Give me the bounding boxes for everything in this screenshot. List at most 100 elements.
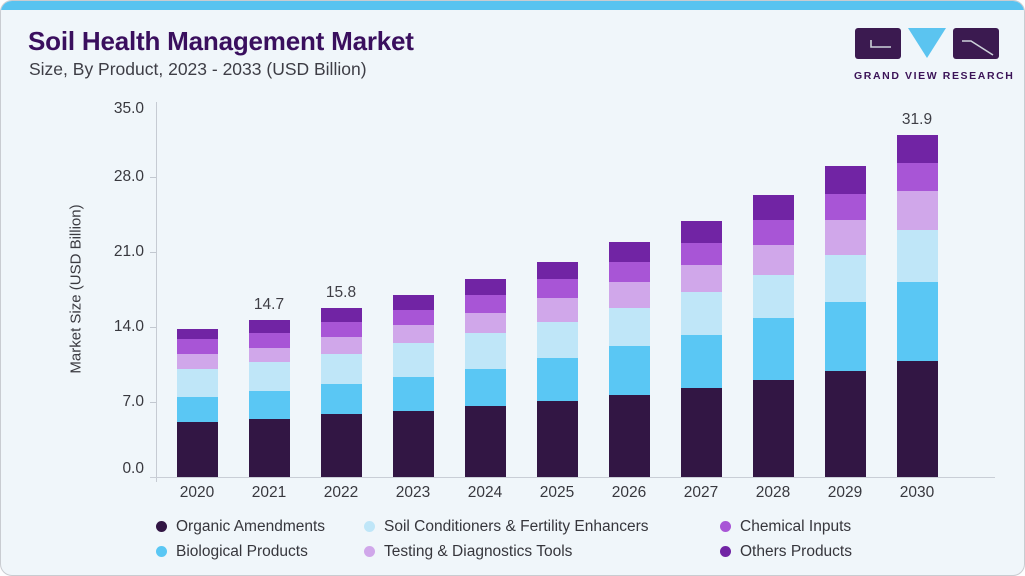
bar-segment-organic xyxy=(248,419,290,477)
logo-g-glyph xyxy=(870,40,891,48)
y-tick-label: 21.0 xyxy=(113,243,144,260)
bar-segment-organic xyxy=(824,370,866,477)
bar-segment-chemical xyxy=(752,219,794,245)
x-tick-label: 2022 xyxy=(323,484,359,501)
bar-segment-testing xyxy=(752,244,794,275)
bar-segment-chemical xyxy=(464,294,506,314)
x-tick-label: 2021 xyxy=(251,484,287,501)
bar-segment-others xyxy=(464,278,506,295)
bar-segment-testing xyxy=(608,282,650,308)
bar-segment-organic xyxy=(896,361,938,477)
page-title: Soil Health Management Market xyxy=(28,26,414,56)
gvr-logo-mark xyxy=(855,28,999,59)
y-tick-label: 7.0 xyxy=(122,393,144,410)
logo-v-triangle xyxy=(908,28,946,58)
bar-segment-biological xyxy=(824,302,866,371)
bar-total-label: 31.9 xyxy=(901,111,933,129)
y-tick-label: 28.0 xyxy=(113,168,144,185)
bar-2028 xyxy=(752,195,794,477)
bar-segment-testing xyxy=(680,264,722,292)
bar-2022 xyxy=(320,307,362,477)
bar-segment-testing xyxy=(248,348,290,363)
bar-segment-others xyxy=(176,329,218,339)
bar-segment-testing xyxy=(464,313,506,334)
logo-r-glyph xyxy=(962,40,994,56)
bar-segment-biological xyxy=(752,318,794,380)
y-axis-line xyxy=(156,102,157,482)
bar-2020 xyxy=(176,329,218,477)
bar-segment-others xyxy=(824,166,866,195)
bar-segment-testing xyxy=(320,336,362,354)
logo-g-block xyxy=(855,28,901,59)
bar-segment-testing xyxy=(824,219,866,256)
legend-item-biological: Biological Products xyxy=(156,543,364,561)
bar-segment-biological xyxy=(464,368,506,407)
bar-segment-biological xyxy=(536,358,578,401)
bar-2027 xyxy=(680,220,722,477)
bar-segment-organic xyxy=(320,413,362,477)
bar-segment-others xyxy=(680,220,722,244)
bar-segment-soil xyxy=(248,362,290,392)
legend-dot xyxy=(156,521,167,532)
bar-segment-organic xyxy=(680,388,722,477)
legend-label: Soil Conditioners & Fertility Enhancers xyxy=(384,517,649,535)
bar-segment-soil xyxy=(176,368,218,397)
bar-segment-organic xyxy=(464,406,506,477)
y-tick-label: 35.0 xyxy=(113,100,144,117)
bar-segment-testing xyxy=(896,190,938,230)
x-tick-label: 2028 xyxy=(755,484,791,501)
bar-segment-chemical xyxy=(824,194,866,220)
bar-segment-biological xyxy=(176,396,218,423)
legend-item-others: Others Products xyxy=(720,543,852,561)
y-tick-mark xyxy=(150,251,156,253)
y-tick-mark xyxy=(150,401,156,403)
bar-segment-organic xyxy=(752,379,794,477)
bar-segment-organic xyxy=(392,410,434,477)
bar-segment-others xyxy=(608,242,650,262)
bar-segment-chemical xyxy=(320,321,362,337)
bar-segment-soil xyxy=(752,274,794,319)
y-axis-title: Market Size (USD Billion) xyxy=(67,204,85,374)
bar-2030 xyxy=(896,135,938,477)
bar-segment-chemical xyxy=(176,338,218,354)
legend-row: Biological Products Testing & Diagnostics… xyxy=(156,539,1002,564)
legend-label: Testing & Diagnostics Tools xyxy=(384,542,573,560)
bar-segment-soil xyxy=(824,255,866,303)
top-accent-bar xyxy=(1,1,1024,10)
bar-segment-others xyxy=(320,307,362,322)
x-tick-label: 2030 xyxy=(899,484,935,501)
bar-segment-chemical xyxy=(392,309,434,325)
legend-label: Chemical Inputs xyxy=(740,517,852,535)
legend-item-organic: Organic Amendments xyxy=(156,518,364,536)
y-tick-label: 0.0 xyxy=(122,460,144,477)
bar-segment-organic xyxy=(176,422,218,477)
y-tick-label: 14.0 xyxy=(113,318,144,335)
bar-segment-biological xyxy=(896,282,938,362)
bar-segment-biological xyxy=(248,391,290,420)
bar-segment-biological xyxy=(680,334,722,389)
bar-segment-soil xyxy=(608,307,650,347)
bar-2024 xyxy=(464,278,506,477)
page-subtitle: Size, By Product, 2023 - 2033 (USD Billi… xyxy=(29,59,367,79)
bar-segment-soil xyxy=(896,229,938,283)
y-tick-mark xyxy=(150,176,156,178)
bar-segment-chemical xyxy=(896,163,938,191)
legend-dot xyxy=(364,521,375,532)
chart-legend: Organic Amendments Soil Conditioners & Fe… xyxy=(156,514,1002,564)
bar-total-label: 14.7 xyxy=(253,295,285,313)
y-tick-mark xyxy=(150,326,156,328)
bar-segment-soil xyxy=(392,343,434,378)
x-tick-label: 2025 xyxy=(539,484,575,501)
bar-segment-testing xyxy=(392,324,434,344)
bar-segment-others xyxy=(536,261,578,279)
bar-segment-organic xyxy=(608,394,650,477)
bar-segment-chemical xyxy=(680,243,722,265)
plot-area: 0.0 7.0 14.0 21.0 28.0 35.0 2020 14.7 2021 15.8 20… xyxy=(114,100,995,501)
bar-segment-others xyxy=(896,135,938,164)
bar-2021 xyxy=(248,319,290,477)
bar-segment-soil xyxy=(320,353,362,384)
bar-2023 xyxy=(392,294,434,477)
bar-segment-others xyxy=(248,319,290,334)
legend-dot xyxy=(720,546,731,557)
bar-segment-soil xyxy=(680,291,722,335)
